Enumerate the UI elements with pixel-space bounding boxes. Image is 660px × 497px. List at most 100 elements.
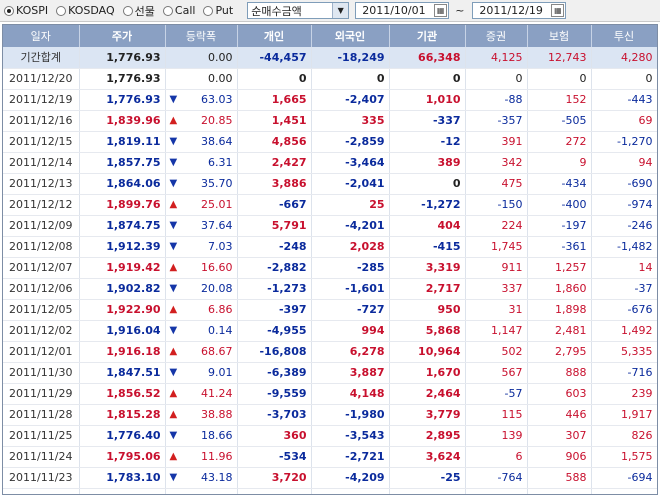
triangle-down-icon: ▼ xyxy=(169,241,178,252)
table-row[interactable]: 2011/11/23 1,783.10 ▼ 43.18 3,720 -4,209 -25 -7… xyxy=(3,467,657,489)
column-header[interactable]: 증권 xyxy=(465,25,528,47)
table-row[interactable]: 2011/11/28 1,815.28 ▲ 38.88 -3,703 -1,980 3,77… xyxy=(3,404,657,426)
inst-cell: 5,868 xyxy=(389,320,466,342)
price-cell: 1,776.93 xyxy=(79,47,166,69)
summary-row[interactable]: 기간합계 1,776.93 0.00 -44,457 -18,249 66,348 4,12… xyxy=(3,47,657,69)
table-row[interactable]: 2011/11/30 1,847.51 ▼ 9.01 -6,389 3,887 1,670 5… xyxy=(3,362,657,384)
date-cell: 2011/12/19 xyxy=(3,89,80,111)
price-cell: 1,916.04 xyxy=(79,320,166,342)
indiv-cell: -534 xyxy=(237,446,312,468)
calendar-icon[interactable]: ▦ xyxy=(551,4,565,17)
ins-cell: -361 xyxy=(527,236,592,258)
change-value: 6.31 xyxy=(208,156,233,169)
trust-cell: -974 xyxy=(591,194,657,216)
radio-kosdaq[interactable]: KOSDAQ xyxy=(56,3,115,19)
sec-cell: 567 xyxy=(465,362,528,384)
trust-cell: -694 xyxy=(591,467,657,489)
indiv-cell: -9,559 xyxy=(237,383,312,405)
price-cell: 1,776.40 xyxy=(79,425,166,447)
column-header[interactable]: 보험 xyxy=(527,25,592,47)
ins-cell: 446 xyxy=(527,404,592,426)
table-row[interactable]: 2011/12/05 1,922.90 ▲ 6.86 -397 -727 950 31 1,89… xyxy=(3,299,657,321)
date-cell: 기간합계 xyxy=(3,47,80,69)
table-row[interactable]: 2011/12/20 1,776.93 0.00 0 0 0 0 0 0 xyxy=(3,68,657,90)
radio-circle-icon[interactable] xyxy=(122,5,133,16)
inst-cell: -1,272 xyxy=(389,194,466,216)
table-row[interactable]: 2011/12/19 1,776.93 ▼ 63.03 1,665 -2,407 1,010… xyxy=(3,89,657,111)
radio-call[interactable]: Call xyxy=(162,3,196,19)
radio-선물[interactable]: 선물 xyxy=(122,3,155,19)
table-row[interactable]: 2011/12/07 1,919.42 ▲ 16.60 -2,882 -285 3,319 9… xyxy=(3,257,657,279)
radio-put[interactable]: Put xyxy=(203,3,233,19)
radio-kospi[interactable]: KOSPI xyxy=(4,3,48,19)
triangle-up-icon: ▲ xyxy=(169,388,178,399)
price-cell: 1,783.10 xyxy=(79,467,166,489)
ins-cell: 588 xyxy=(527,467,592,489)
change-cell: ▼ 0.14 xyxy=(165,320,238,342)
radio-circle-icon[interactable] xyxy=(203,5,214,16)
column-header[interactable]: 일자 xyxy=(3,25,80,47)
foreign-cell: -285 xyxy=(311,257,390,279)
column-header[interactable]: 외국인 xyxy=(311,25,390,47)
change-cell: ▼ 38.64 xyxy=(165,131,238,153)
trust-cell: 69 xyxy=(591,110,657,132)
foreign-cell: -4,209 xyxy=(311,467,390,489)
table-row[interactable]: 2011/11/221,826.28 ▲ 6.25 1,769-3,2621,377-… xyxy=(3,488,657,494)
trust-cell: -690 xyxy=(591,173,657,195)
table-row[interactable]: 2011/12/09 1,874.75 ▼ 37.64 5,791 -4,201 404 22… xyxy=(3,215,657,237)
price-cell: 1,902.82 xyxy=(79,278,166,300)
column-header[interactable]: 등락폭 xyxy=(165,25,238,47)
change-value: 41.24 xyxy=(201,387,233,400)
indiv-cell: -667 xyxy=(237,194,312,216)
change-cell: ▲ 11.96 xyxy=(165,446,238,468)
radio-circle-icon[interactable] xyxy=(4,5,14,16)
table-row[interactable]: 2011/12/01 1,916.18 ▲ 68.67 -16,808 6,278 10,9… xyxy=(3,341,657,363)
ins-cell: 9 xyxy=(527,152,592,174)
price-cell: 1,856.52 xyxy=(79,383,166,405)
price-cell: 1,839.96 xyxy=(79,110,166,132)
table-row[interactable]: 2011/11/24 1,795.06 ▲ 11.96 -534 -2,721 3,624 6… xyxy=(3,446,657,468)
date-cell: 2011/12/08 xyxy=(3,236,80,258)
table-row[interactable]: 2011/12/16 1,839.96 ▲ 20.85 1,451 335 -337 -357… xyxy=(3,110,657,132)
change-value: 6.86 xyxy=(208,303,233,316)
inst-cell: -415 xyxy=(389,236,466,258)
radio-label: Call xyxy=(174,4,196,17)
triangle-down-icon: ▼ xyxy=(169,220,178,231)
change-cell: ▲ 68.67 xyxy=(165,341,238,363)
change-cell: ▲ 6.86 xyxy=(165,299,238,321)
date-cell: 2011/12/15 xyxy=(3,131,80,153)
sec-cell: -764 xyxy=(465,467,528,489)
table-row[interactable]: 2011/12/06 1,902.82 ▼ 20.08 -1,273 -1,601 2,71… xyxy=(3,278,657,300)
indiv-cell: 360 xyxy=(237,425,312,447)
date-cell: 2011/12/02 xyxy=(3,320,80,342)
column-header[interactable]: 투신 xyxy=(591,25,657,47)
table-row[interactable]: 2011/12/02 1,916.04 ▼ 0.14 -4,955 994 5,868 1,1… xyxy=(3,320,657,342)
triangle-down-icon: ▼ xyxy=(169,367,178,378)
indiv-cell: 3,886 xyxy=(237,173,312,195)
table-row[interactable]: 2011/11/29 1,856.52 ▲ 41.24 -9,559 4,148 2,464… xyxy=(3,383,657,405)
triangle-down-icon: ▼ xyxy=(169,325,178,336)
amount-type-select[interactable]: 순매수금액 ▼ xyxy=(247,2,350,19)
ins-cell: 1,860 xyxy=(527,278,592,300)
table-row[interactable]: 2011/12/13 1,864.06 ▼ 35.70 3,886 -2,041 0 475-… xyxy=(3,173,657,195)
table-row[interactable]: 2011/12/15 1,819.11 ▼ 38.64 4,856 -2,859 -12 39… xyxy=(3,131,657,153)
end-date-field[interactable]: 2011/12/19 ▦ xyxy=(472,2,567,19)
table-row[interactable]: 2011/12/14 1,857.75 ▼ 6.31 2,427 -3,464 389 342… xyxy=(3,152,657,174)
sec-cell: -57 xyxy=(465,383,528,405)
column-header[interactable]: 개인 xyxy=(237,25,312,47)
end-date-value: 2011/12/19 xyxy=(479,4,543,17)
calendar-icon[interactable]: ▦ xyxy=(434,4,448,17)
radio-circle-icon[interactable] xyxy=(56,5,67,16)
column-header[interactable]: 주가 xyxy=(79,25,166,47)
indiv-cell: 1,769 xyxy=(237,488,312,494)
column-header[interactable]: 기관 xyxy=(389,25,466,47)
dropdown-arrow-icon[interactable]: ▼ xyxy=(332,3,349,18)
start-date-field[interactable]: 2011/10/01 ▦ xyxy=(355,2,450,19)
radio-circle-icon[interactable] xyxy=(162,5,173,16)
table-row[interactable]: 2011/11/25 1,776.40 ▼ 18.66 360 -3,543 2,895 13… xyxy=(3,425,657,447)
inst-cell: 1,010 xyxy=(389,89,466,111)
price-cell: 1,919.42 xyxy=(79,257,166,279)
toolbar: KOSPI KOSDAQ 선물 Call Put 순매수금액 ▼ 2011/10/01 … xyxy=(0,0,660,22)
table-row[interactable]: 2011/12/12 1,899.76 ▲ 25.01 -667 25 -1,272 -150… xyxy=(3,194,657,216)
table-row[interactable]: 2011/12/08 1,912.39 ▼ 7.03 -248 2,028 -415 1,74… xyxy=(3,236,657,258)
